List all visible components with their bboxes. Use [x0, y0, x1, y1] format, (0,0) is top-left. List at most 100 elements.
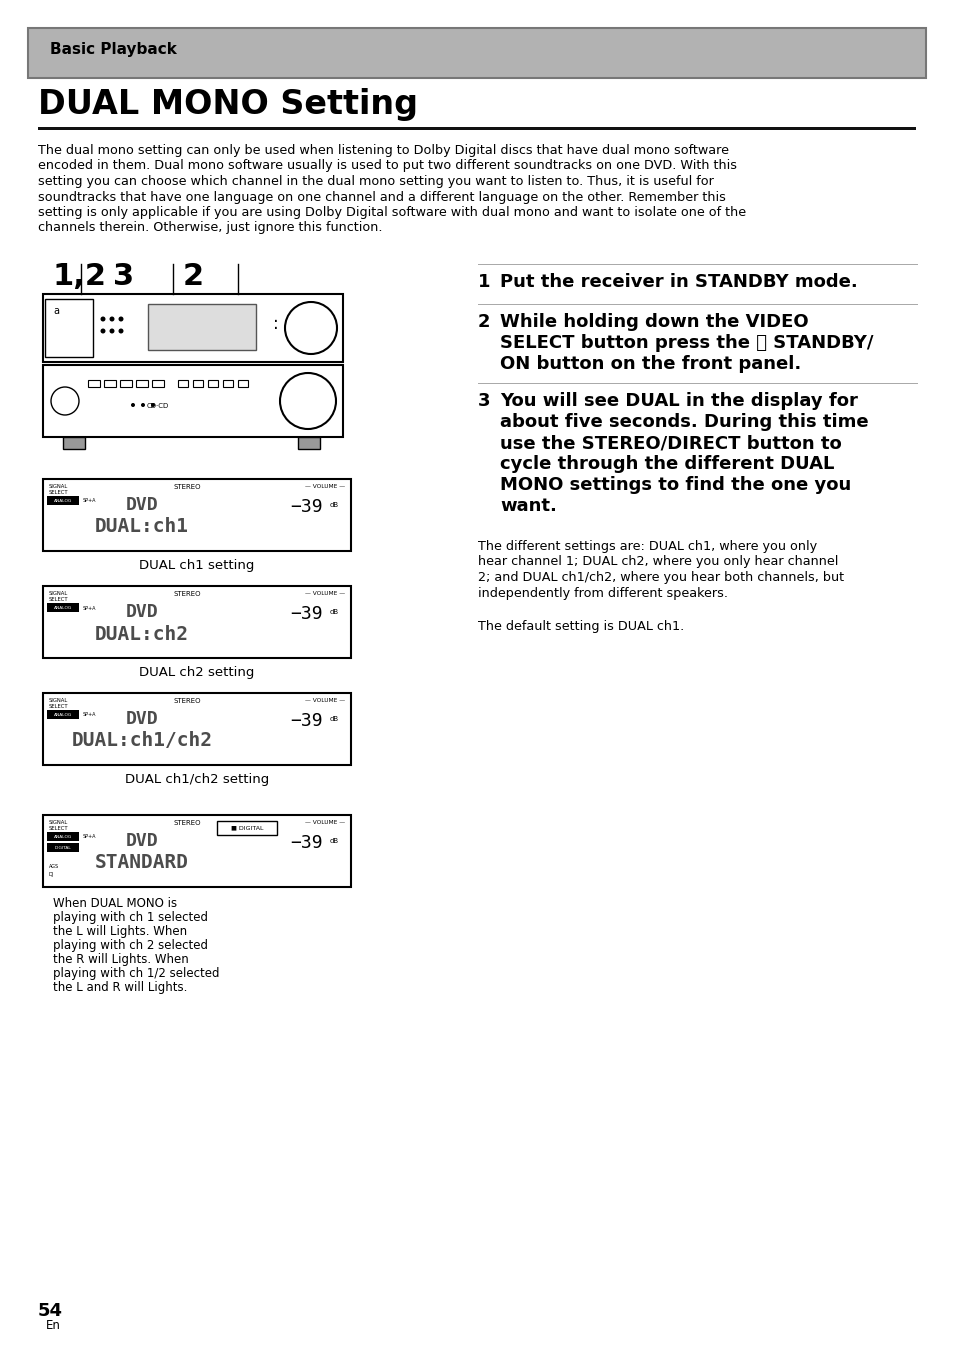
Text: use the STEREO/DIRECT button to: use the STEREO/DIRECT button to — [499, 434, 841, 452]
Text: 2: 2 — [183, 262, 204, 291]
Text: SIGNAL: SIGNAL — [49, 484, 69, 489]
Text: SP+A: SP+A — [83, 499, 96, 504]
Text: encoded in them. Dual mono software usually is used to put two different soundtr: encoded in them. Dual mono software usua… — [38, 159, 737, 173]
Circle shape — [110, 317, 114, 322]
Text: −39: −39 — [290, 834, 323, 852]
Text: ANALOG: ANALOG — [53, 607, 72, 611]
Text: ■ DIGITAL: ■ DIGITAL — [231, 825, 263, 830]
Text: 3: 3 — [477, 392, 490, 410]
Bar — [88, 380, 100, 387]
Text: STANDARD: STANDARD — [95, 853, 189, 872]
Circle shape — [118, 329, 123, 333]
Text: 3: 3 — [112, 262, 134, 291]
Text: STEREO: STEREO — [173, 820, 200, 826]
Text: Basic Playback: Basic Playback — [50, 42, 176, 57]
Circle shape — [51, 387, 79, 415]
Bar — [28, 28, 925, 78]
Text: dB: dB — [330, 609, 338, 615]
Bar — [45, 299, 92, 357]
Text: SELECT: SELECT — [49, 597, 69, 603]
Text: When DUAL MONO is: When DUAL MONO is — [53, 896, 177, 910]
Text: — VOLUME —: — VOLUME — — [305, 590, 345, 596]
Bar — [477, 303, 917, 305]
Text: En: En — [46, 1318, 61, 1332]
Bar — [43, 586, 351, 658]
Text: :: : — [273, 315, 278, 333]
Text: CD·CD: CD·CD — [147, 403, 169, 408]
Bar — [136, 380, 148, 387]
Text: STEREO: STEREO — [173, 698, 200, 704]
Text: −39: −39 — [290, 605, 323, 623]
Text: 1,2: 1,2 — [53, 262, 107, 291]
Text: DVD: DVD — [126, 603, 158, 621]
Text: — VOLUME —: — VOLUME — — [305, 698, 345, 704]
Bar — [43, 479, 351, 551]
Text: SP+A: SP+A — [83, 834, 96, 840]
Text: the L and R will Lights.: the L and R will Lights. — [53, 981, 187, 993]
Text: the L will Lights. When: the L will Lights. When — [53, 925, 187, 938]
Text: setting you can choose which channel in the dual mono setting you want to listen: setting you can choose which channel in … — [38, 175, 713, 187]
Text: DUAL MONO Setting: DUAL MONO Setting — [38, 88, 417, 121]
Circle shape — [151, 403, 154, 407]
Bar — [104, 380, 116, 387]
Text: the R will Lights. When: the R will Lights. When — [53, 953, 189, 967]
Text: DVD: DVD — [126, 496, 158, 514]
Text: ANALOG: ANALOG — [53, 713, 72, 717]
Bar — [43, 816, 351, 887]
Text: 54: 54 — [38, 1302, 63, 1320]
Text: about five seconds. During this time: about five seconds. During this time — [499, 412, 868, 431]
Text: While holding down the VIDEO: While holding down the VIDEO — [499, 313, 808, 332]
Bar — [120, 380, 132, 387]
Text: SELECT: SELECT — [49, 826, 69, 830]
Bar — [208, 380, 218, 387]
Circle shape — [280, 373, 335, 429]
Text: soundtracks that have one language on one channel and a different language on th: soundtracks that have one language on on… — [38, 190, 725, 204]
Text: STEREO: STEREO — [173, 484, 200, 491]
Circle shape — [110, 329, 114, 333]
Text: DUAL:ch1: DUAL:ch1 — [95, 518, 189, 537]
Text: a: a — [53, 306, 59, 315]
Text: cycle through the different DUAL: cycle through the different DUAL — [499, 456, 834, 473]
Text: DUAL:ch1/ch2: DUAL:ch1/ch2 — [71, 732, 213, 751]
Bar — [47, 496, 79, 506]
Bar — [297, 437, 319, 449]
Text: DVD: DVD — [126, 710, 158, 728]
Text: want.: want. — [499, 497, 557, 515]
Text: ANALOG: ANALOG — [53, 499, 72, 503]
Text: dB: dB — [330, 838, 338, 844]
Text: hear channel 1; DUAL ch2, where you only hear channel: hear channel 1; DUAL ch2, where you only… — [477, 555, 838, 569]
Text: ON button on the front panel.: ON button on the front panel. — [499, 355, 801, 373]
Bar — [47, 710, 79, 718]
Bar — [237, 380, 248, 387]
Text: DUAL ch1 setting: DUAL ch1 setting — [139, 559, 254, 572]
Text: SIGNAL: SIGNAL — [49, 698, 69, 704]
Text: — VOLUME —: — VOLUME — — [305, 484, 345, 489]
Circle shape — [100, 317, 106, 322]
Text: independently from different speakers.: independently from different speakers. — [477, 586, 727, 600]
Bar — [216, 821, 276, 834]
Text: channels therein. Otherwise, just ignore this function.: channels therein. Otherwise, just ignore… — [38, 221, 382, 235]
Bar — [43, 365, 343, 437]
Text: SELECT: SELECT — [49, 491, 69, 495]
Text: DUAL:ch2: DUAL:ch2 — [95, 624, 189, 643]
Bar — [193, 380, 203, 387]
Bar — [477, 383, 917, 384]
Text: playing with ch 1/2 selected: playing with ch 1/2 selected — [53, 967, 219, 980]
Bar — [178, 380, 188, 387]
Text: The different settings are: DUAL ch1, where you only: The different settings are: DUAL ch1, wh… — [477, 541, 817, 553]
Text: −39: −39 — [290, 497, 323, 516]
Text: setting is only applicable if you are using Dolby Digital software with dual mon: setting is only applicable if you are us… — [38, 206, 745, 218]
Text: SP+A: SP+A — [83, 605, 96, 611]
Text: SP+A: SP+A — [83, 713, 96, 717]
Text: DJ: DJ — [49, 872, 54, 878]
Circle shape — [285, 302, 336, 355]
Text: DIGITAL: DIGITAL — [54, 847, 71, 851]
Bar — [47, 842, 79, 852]
Text: DUAL ch1/ch2 setting: DUAL ch1/ch2 setting — [125, 772, 269, 786]
Text: — VOLUME —: — VOLUME — — [305, 820, 345, 825]
Bar — [152, 380, 164, 387]
Text: dB: dB — [330, 501, 338, 508]
Text: 1: 1 — [477, 274, 490, 291]
Circle shape — [141, 403, 145, 407]
Text: playing with ch 1 selected: playing with ch 1 selected — [53, 911, 208, 923]
